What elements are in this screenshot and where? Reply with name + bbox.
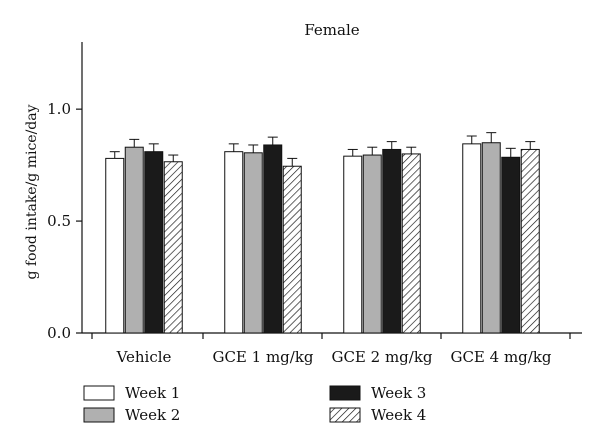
bar	[263, 144, 283, 334]
bar	[501, 156, 521, 334]
legend-swatch	[329, 385, 361, 401]
bar	[343, 155, 363, 334]
y-tick-label: 0.0	[47, 324, 71, 342]
bar	[243, 152, 263, 334]
x-tick-label: GCE 2 mg/kg	[331, 348, 432, 366]
legend-swatch	[83, 385, 115, 401]
bar	[462, 143, 482, 334]
legend-label: Week 4	[371, 406, 426, 424]
y-axis-label: g food intake/g mice/day	[24, 104, 40, 279]
legend: Week 1 Week 2 Week 3 Week 4	[83, 384, 426, 424]
legend-swatch	[329, 407, 361, 423]
legend-label: Week 3	[371, 384, 426, 402]
bar	[144, 151, 164, 334]
legend-swatch	[83, 407, 115, 423]
bar	[520, 148, 540, 334]
bar	[124, 146, 144, 334]
y-tick-label: 0.5	[47, 212, 71, 230]
bar	[282, 165, 302, 334]
bar	[362, 154, 382, 334]
x-tick-label: Vehicle	[116, 348, 172, 366]
chart-title: Female	[304, 21, 359, 39]
bar	[224, 151, 244, 334]
bar	[382, 148, 402, 334]
legend-label: Week 2	[125, 406, 180, 424]
y-tick-label: 1.0	[47, 100, 71, 118]
x-tick-label: GCE 4 mg/kg	[450, 348, 551, 366]
bar	[105, 157, 125, 334]
x-ticks: Vehicle GCE 1 mg/kg GCE 2 mg/kg GCE 4 mg/kg	[91, 333, 571, 366]
legend-label: Week 1	[125, 384, 180, 402]
bar	[481, 142, 501, 334]
bars	[105, 132, 540, 334]
bar	[401, 153, 421, 334]
bar	[163, 161, 183, 334]
y-ticks: 0.0 0.5 1.0	[47, 100, 82, 342]
x-tick-label: GCE 1 mg/kg	[212, 348, 313, 366]
